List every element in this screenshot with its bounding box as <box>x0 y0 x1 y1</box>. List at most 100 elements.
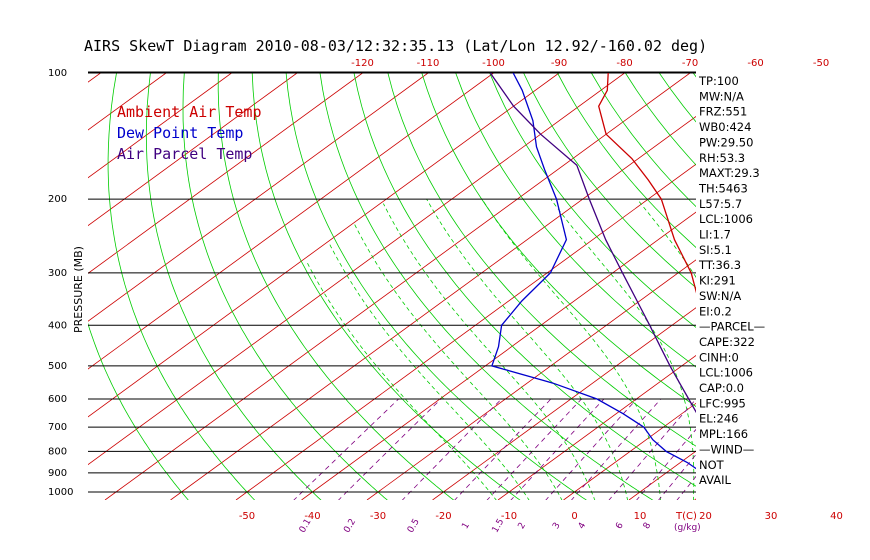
bottom-temp-tick-label: 0 <box>571 511 577 522</box>
pressure-tick-label: 600 <box>48 394 67 405</box>
moist-adiabat-line <box>328 243 530 500</box>
mixing-ratio-line <box>608 398 696 500</box>
mixing-ratio-line <box>571 398 662 500</box>
parameter-item: MPL:166 <box>699 427 748 441</box>
isotherm-line <box>88 72 365 274</box>
bottom-temp-tick-label: 20 <box>699 511 712 522</box>
bottom-temp-tick-label: -20 <box>435 511 451 522</box>
mixing-ratio-line <box>486 398 582 500</box>
series-layer <box>489 72 696 470</box>
parameter-item: L57:5.7 <box>699 197 742 211</box>
parameter-item: CAP:0.0 <box>699 381 744 395</box>
mixing-ratio-line <box>545 398 638 500</box>
dry-adiabat-line <box>387 72 696 447</box>
isotherm-line <box>432 307 696 500</box>
parameter-item: SW:N/A <box>699 289 741 303</box>
top-temp-tick-label: -60 <box>747 58 763 69</box>
isotherm-line <box>88 72 430 322</box>
top-temp-tick-label: -120 <box>351 58 374 69</box>
parameter-item: FRZ:551 <box>699 105 747 119</box>
mixing-ratio-tick-label: 2 <box>517 521 529 531</box>
dry-adiabat-line <box>88 322 189 500</box>
moist-adiabat-line <box>426 198 629 500</box>
bottom-temp-tick-label: -10 <box>501 511 517 522</box>
moist-adiabat-line <box>383 203 596 500</box>
dry-adiabat-line <box>145 72 322 500</box>
parameter-item: CINH:0 <box>699 350 739 364</box>
bottom-temp-tick-label: -40 <box>304 511 320 522</box>
mixing-ratio-tick-label: 3 <box>551 521 563 531</box>
pressure-tick-label: 1000 <box>48 487 73 498</box>
parameter-item: RH:53.3 <box>699 151 745 165</box>
dry-adiabat-line <box>182 72 388 500</box>
series-line-air-parcel-temp <box>489 72 696 414</box>
mixing-ratio-tick-label: 4 <box>577 521 589 531</box>
bottom-axis-unit: T(C) <box>675 511 697 522</box>
pressure-tick-label: 500 <box>48 361 67 372</box>
series-line-ambient-air-temp <box>598 72 696 294</box>
parameter-item: —WIND— <box>699 442 754 456</box>
dry-adiabat-line <box>107 72 256 500</box>
dry-adiabat-line <box>523 72 696 289</box>
parameter-item: LCL:1006 <box>699 366 753 380</box>
y-axis-label: PRESSURE (MB) <box>72 246 85 333</box>
bottom-temp-tick-label: 10 <box>634 511 647 522</box>
series-line-dew-point-temp <box>491 72 696 470</box>
pressure-tick-label: 200 <box>48 194 67 205</box>
pressure-tick-label: 100 <box>48 68 67 79</box>
dry-adiabat-line <box>217 72 455 500</box>
isotherm-line <box>88 72 299 227</box>
mixing-ratio-line <box>636 428 696 500</box>
mixing-ratio-line <box>293 398 399 500</box>
pressure-tick-label: 400 <box>48 320 67 331</box>
top-temp-tick-label: -50 <box>813 58 829 69</box>
isotherm-line <box>563 402 696 500</box>
parameter-item: TT:36.3 <box>698 258 741 272</box>
bottom-temp-tick-label: 30 <box>765 511 778 522</box>
mixing-ratio-line <box>454 398 552 500</box>
isotherm-line <box>497 355 696 500</box>
legend: Ambient Air Temp Dew Point Temp Air Parcel… <box>117 103 262 163</box>
parameter-item: LFC:995 <box>699 396 746 410</box>
parameter-item: TH:5463 <box>698 181 748 195</box>
mixing-ratio-tick-label: 8 <box>642 521 654 531</box>
parameter-item: EI:0.2 <box>699 304 732 318</box>
top-temp-tick-label: -70 <box>682 58 698 69</box>
dry-adiabat-line <box>455 72 696 368</box>
dry-adiabat-line <box>557 72 696 248</box>
parameter-item: LCL:1006 <box>699 212 753 226</box>
isotherm-line <box>104 72 692 500</box>
moist-adiabat-line <box>305 260 497 500</box>
isotherm-line <box>170 115 696 500</box>
isobar-layer <box>88 71 696 493</box>
parameter-item: MAXT:29.3 <box>699 166 760 180</box>
top-temp-tick-label: -90 <box>551 58 567 69</box>
parameter-item: EL:246 <box>699 412 739 426</box>
mixing-ratio-line <box>658 454 696 500</box>
moist-adiabat-line <box>481 198 661 500</box>
pressure-tick-label: 800 <box>48 446 67 457</box>
mixing-ratio-line <box>401 398 502 500</box>
parameter-item: SI:5.1 <box>699 243 732 257</box>
isotherm-line <box>366 259 696 500</box>
bottom-temp-tick-label: -30 <box>370 511 386 522</box>
parameter-item: PW:29.50 <box>699 135 753 149</box>
parameter-item: KI:291 <box>699 274 736 288</box>
isotherm-line <box>88 72 496 370</box>
legend-entry: Dew Point Temp <box>117 124 243 142</box>
mixing-ratio-tick-label: 6 <box>614 521 626 531</box>
bottom-temp-tick-label: -50 <box>239 511 255 522</box>
isotherm-line <box>235 163 696 500</box>
grid-layer <box>88 72 696 500</box>
legend-entry: Air Parcel Temp <box>117 145 252 163</box>
mixing-ratio-tick-label: 1 <box>460 521 472 531</box>
dry-adiabat-line <box>489 72 696 328</box>
parameter-item: NOT <box>699 458 725 472</box>
parameter-item: —PARCEL— <box>699 320 765 334</box>
chart-title: AIRS SkewT Diagram 2010-08-03/12:32:35.1… <box>84 37 707 55</box>
pressure-tick-label: 700 <box>48 422 67 433</box>
top-temp-tick-label: -100 <box>482 58 505 69</box>
